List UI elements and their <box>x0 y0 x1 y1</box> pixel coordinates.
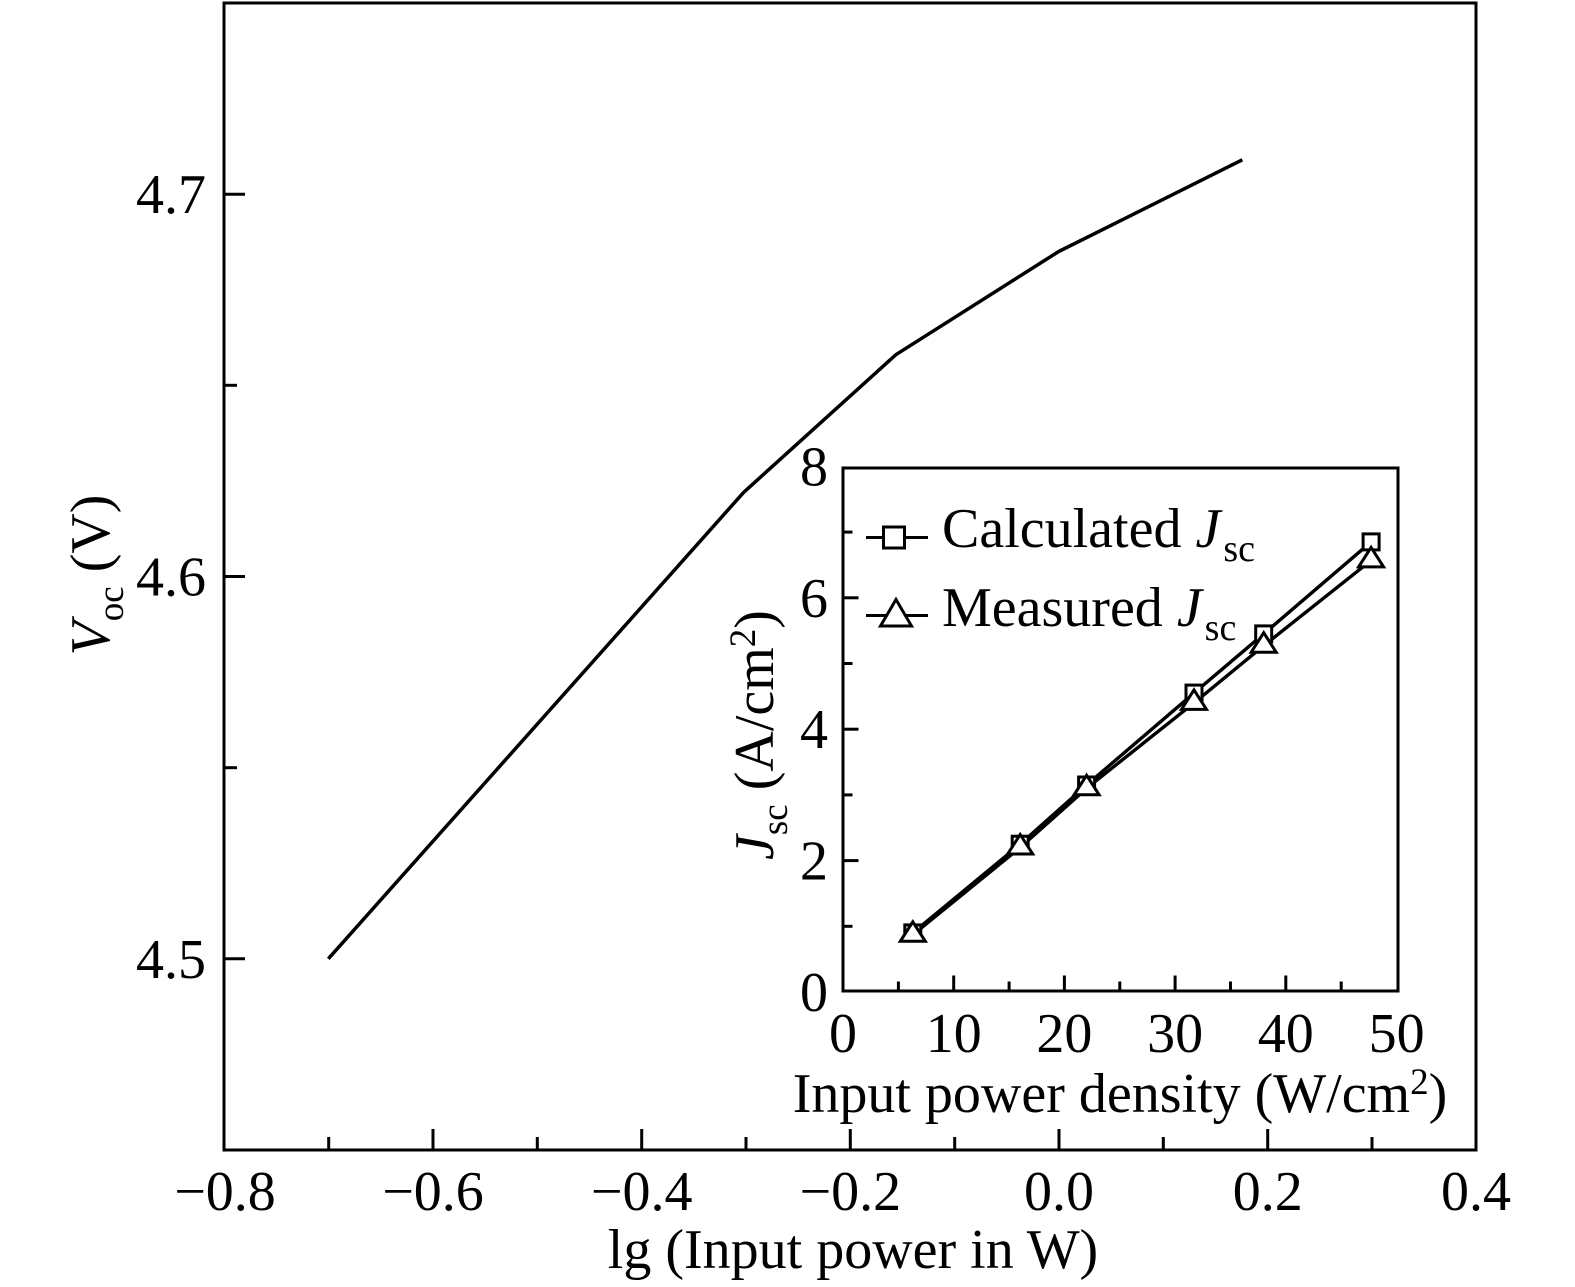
svg-text:Jsc (A/cm2): Jsc (A/cm2) <box>723 610 796 860</box>
svg-text:−0.4: −0.4 <box>591 1161 693 1223</box>
svg-text:−0.8: −0.8 <box>174 1161 276 1223</box>
svg-text:40: 40 <box>1258 1003 1314 1065</box>
svg-text:2: 2 <box>800 831 828 893</box>
svg-text:4.6: 4.6 <box>136 547 206 609</box>
svg-text:4: 4 <box>800 699 828 761</box>
svg-text:Calculated Jsc: Calculated Jsc <box>942 498 1255 570</box>
svg-text:0.2: 0.2 <box>1233 1161 1303 1223</box>
svg-text:Voc (V): Voc (V) <box>60 495 132 656</box>
svg-text:lg (Input power in W): lg (Input power in W) <box>608 1219 1098 1281</box>
svg-text:0: 0 <box>829 1003 857 1065</box>
svg-text:0.0: 0.0 <box>1024 1161 1094 1223</box>
svg-text:8: 8 <box>800 436 828 498</box>
svg-text:20: 20 <box>1036 1003 1092 1065</box>
svg-text:0: 0 <box>800 962 828 1024</box>
svg-text:30: 30 <box>1147 1003 1203 1065</box>
svg-text:Measured Jsc: Measured Jsc <box>942 577 1236 649</box>
svg-text:Input power density (W/cm2): Input power density (W/cm2) <box>793 1062 1448 1125</box>
svg-text:4.5: 4.5 <box>136 929 206 991</box>
svg-text:−0.2: −0.2 <box>800 1161 902 1223</box>
svg-text:50: 50 <box>1369 1003 1425 1065</box>
svg-text:4.7: 4.7 <box>136 164 206 226</box>
svg-text:0.4: 0.4 <box>1441 1161 1511 1223</box>
svg-text:−0.6: −0.6 <box>382 1161 484 1223</box>
svg-text:6: 6 <box>800 568 828 630</box>
svg-text:10: 10 <box>926 1003 982 1065</box>
